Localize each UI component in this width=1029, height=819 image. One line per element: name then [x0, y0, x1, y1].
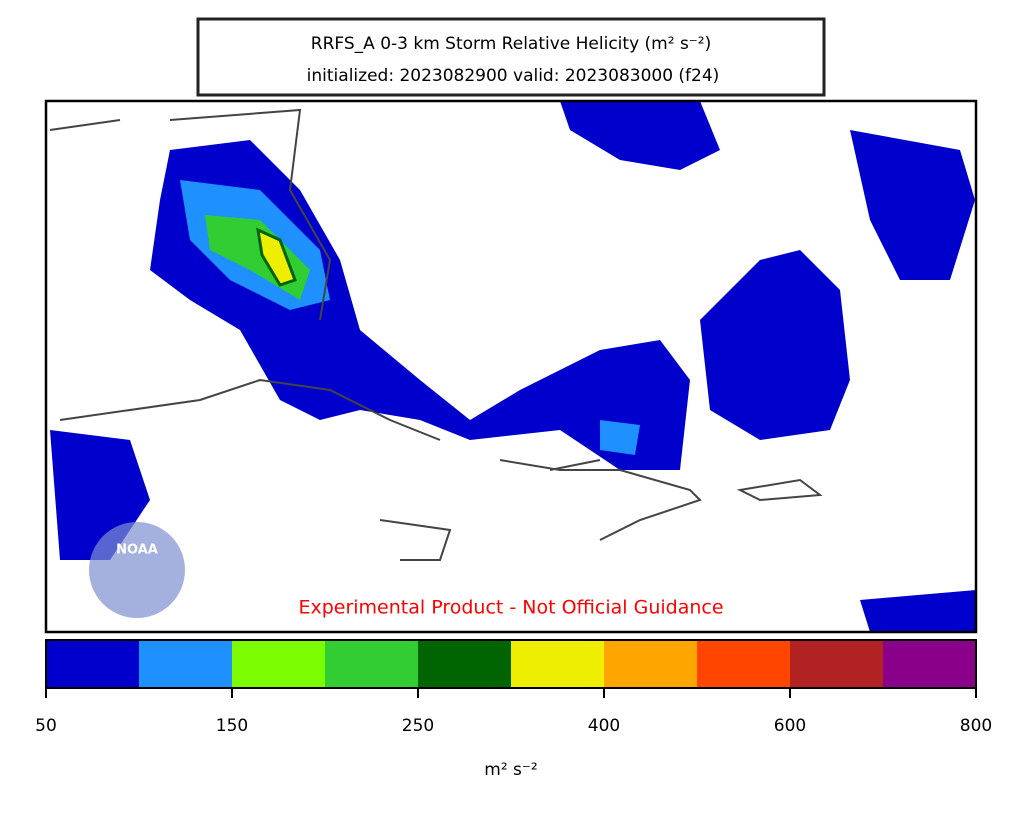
watermark: Experimental Product - Not Official Guid…: [298, 597, 723, 619]
tick-label: 250: [402, 716, 434, 736]
colorbar-bin: [697, 640, 791, 688]
colorbar-bin: [139, 640, 233, 688]
shading: [700, 250, 850, 440]
shading: [560, 101, 720, 170]
coastline: [49, 108, 823, 561]
colorbar-bin: [46, 640, 140, 688]
colorbar-bin: [418, 640, 512, 688]
tick-label: 50: [35, 716, 57, 736]
title: RRFS_A 0-3 km Storm Relative Helicity (m…: [311, 34, 711, 54]
colorbar-frame: [45, 639, 977, 689]
logo: [89, 522, 185, 618]
logo-text: NOAA: [116, 543, 158, 558]
subtitle: initialized: 2023082900 valid: 202308300…: [307, 66, 720, 86]
title-box: [196, 17, 826, 97]
tick-label: 400: [588, 716, 620, 736]
shading: [600, 420, 640, 455]
colorbar-bin: [604, 640, 698, 688]
shading: [860, 590, 976, 632]
colorbar-bin: [790, 640, 884, 688]
tick-label: 600: [774, 716, 806, 736]
colorbar-bin: [325, 640, 419, 688]
colorbar-label: m² s⁻²: [484, 760, 537, 780]
map: NOAA Experimental Product - Not Official…: [44, 99, 978, 634]
colorbar-bin: [232, 640, 326, 688]
colorbar-bin: [883, 640, 977, 688]
shading: [850, 130, 975, 280]
map-frame: [44, 99, 978, 634]
tick-label: 150: [216, 716, 248, 736]
colorbar-bin: [511, 640, 605, 688]
map-field: [49, 101, 976, 632]
shading: [256, 227, 297, 287]
tick-label: 800: [960, 716, 992, 736]
colorbar: 50 150 250 400 600 800: [35, 639, 992, 736]
